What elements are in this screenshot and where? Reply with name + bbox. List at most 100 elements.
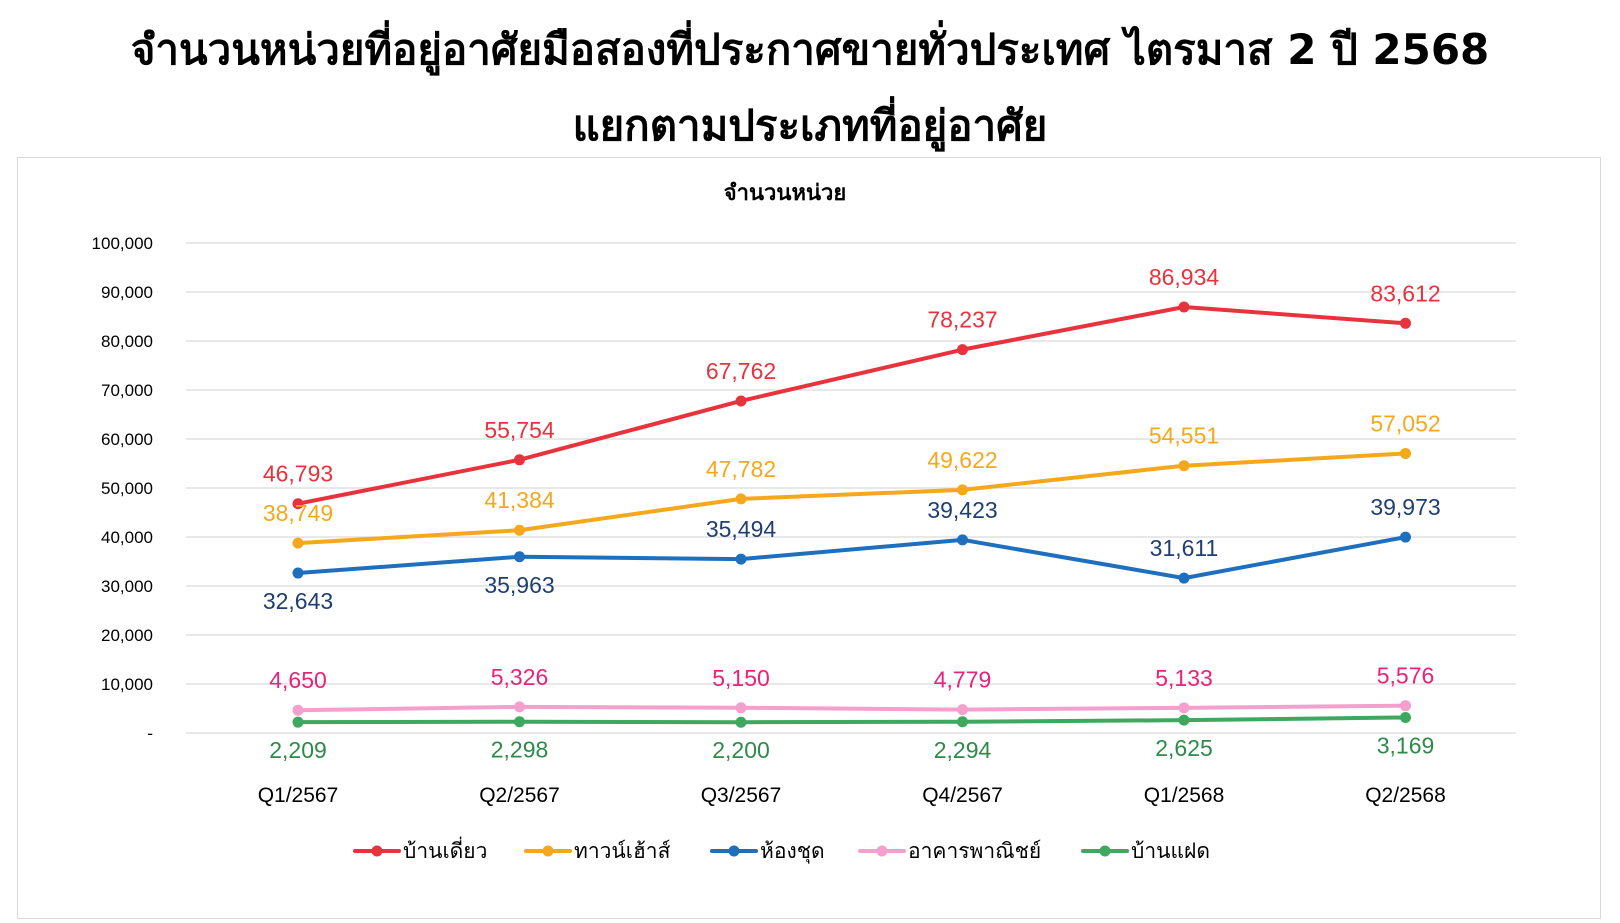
data-label: 47,782 [706,456,776,482]
data-label: 4,650 [269,667,327,693]
data-label: 39,423 [927,497,997,523]
x-axis: Q1/2567 Q2/2567 Q3/2567 Q4/2567 Q1/2568 Q2/25… [258,784,1446,807]
page-title-line-2: แยกตามประเภทที่อยู่อาศัย [572,101,1048,150]
data-label: 35,963 [484,572,554,598]
data-label-layer: 46,793 55,754 67,762 78,237 86,934 83,612 38,7… [263,264,1441,763]
legend-marker [542,845,554,857]
data-point [957,484,968,496]
data-point [514,716,525,728]
data-point [514,551,525,563]
data-point [514,524,525,536]
x-tick-label: Q2/2567 [479,784,560,807]
y-tick-label: 20,000 [101,626,153,645]
legend-label: บ้านเดี่ยว [403,836,487,863]
y-tick-label: 80,000 [101,332,153,351]
data-label: 4,779 [934,667,992,693]
x-tick-label: Q1/2568 [1144,784,1225,807]
data-point [1400,700,1411,712]
series-line [296,715,1408,725]
data-point [292,498,304,510]
legend-label: ห้องชุด [760,839,825,864]
chart-subtitle: จำนวนหน่วย [724,181,846,206]
data-label: 2,209 [269,737,327,763]
data-point [957,344,968,356]
legend: บ้านเดี่ยว ทาวน์เฮ้าส์ ห้องชุด อาคารพาณิชย์… [353,836,1210,864]
data-point [957,704,968,716]
series-line [296,451,1408,546]
data-point [292,567,304,579]
data-point [514,454,525,466]
y-tick-label: 30,000 [101,577,153,596]
legend-marker [1099,845,1111,857]
y-tick-label: 100,000 [92,234,153,253]
data-label: 35,494 [706,516,777,542]
data-point [1178,702,1190,714]
data-label: 86,934 [1149,264,1220,290]
legend-label: บ้านแฝด [1131,839,1210,863]
data-label: 39,973 [1370,494,1440,520]
data-point [514,701,525,713]
data-point [292,716,304,728]
data-point [735,493,747,505]
data-point [1178,301,1190,313]
data-label: 5,576 [1377,663,1435,689]
data-label: 67,762 [706,358,776,384]
y-tick-label: 70,000 [101,381,153,400]
grid-layer [186,242,1516,734]
data-point [1178,572,1190,584]
legend-marker [371,845,383,857]
data-label: 78,237 [927,307,997,333]
x-tick-label: Q2/2568 [1365,784,1446,807]
data-label: 32,643 [263,588,333,614]
series-line [296,305,1408,506]
series-layer [292,301,1411,728]
series-line [296,535,1408,581]
data-label: 2,625 [1155,735,1213,761]
data-label: 49,622 [927,447,997,473]
data-label: 2,294 [934,737,992,763]
data-label: 2,200 [712,737,770,763]
x-tick-label: Q3/2567 [701,784,782,807]
data-point [957,534,968,546]
data-label: 83,612 [1370,280,1440,306]
data-label: 5,150 [712,665,770,691]
data-label: 54,551 [1149,423,1219,449]
data-label: 2,298 [491,737,549,763]
data-point [735,716,747,728]
y-tick-label: - [147,724,153,743]
page-title-line-1: จำนวนหน่วยที่อยู่อาศัยมือสองที่ประกาศขาย… [130,25,1490,74]
data-point [1400,711,1411,723]
data-label: 46,793 [263,461,333,487]
data-label: 38,749 [263,500,333,526]
y-tick-label: 40,000 [101,528,153,547]
chart-frame [17,157,1601,919]
legend-marker [728,845,740,857]
data-point [1400,531,1411,543]
data-point [957,716,968,728]
data-label: 41,384 [484,487,555,513]
x-tick-label: Q1/2567 [258,784,339,807]
data-point [735,702,747,714]
data-point [292,537,304,549]
y-tick-label: 10,000 [101,675,153,694]
data-point [1178,460,1190,472]
data-point [1400,447,1411,459]
y-axis: - 10,000 20,000 30,000 40,000 50,000 60,000 70,… [92,234,153,743]
legend-label: ทาวน์เฮ้าส์ [574,839,671,863]
data-label: 5,133 [1155,665,1213,691]
y-tick-label: 90,000 [101,283,153,302]
legend-marker [876,845,888,857]
y-tick-label: 50,000 [101,479,153,498]
legend-label: อาคารพาณิชย์ [908,839,1041,863]
data-label: 57,052 [1370,410,1440,436]
data-label: 5,326 [491,664,549,690]
data-point [1178,714,1190,726]
data-label: 31,611 [1150,535,1219,561]
y-tick-label: 60,000 [101,430,153,449]
data-point [735,395,747,407]
data-label: 55,754 [484,417,555,443]
data-label: 3,169 [1377,732,1435,758]
data-point [735,553,747,565]
series-line [296,703,1408,713]
